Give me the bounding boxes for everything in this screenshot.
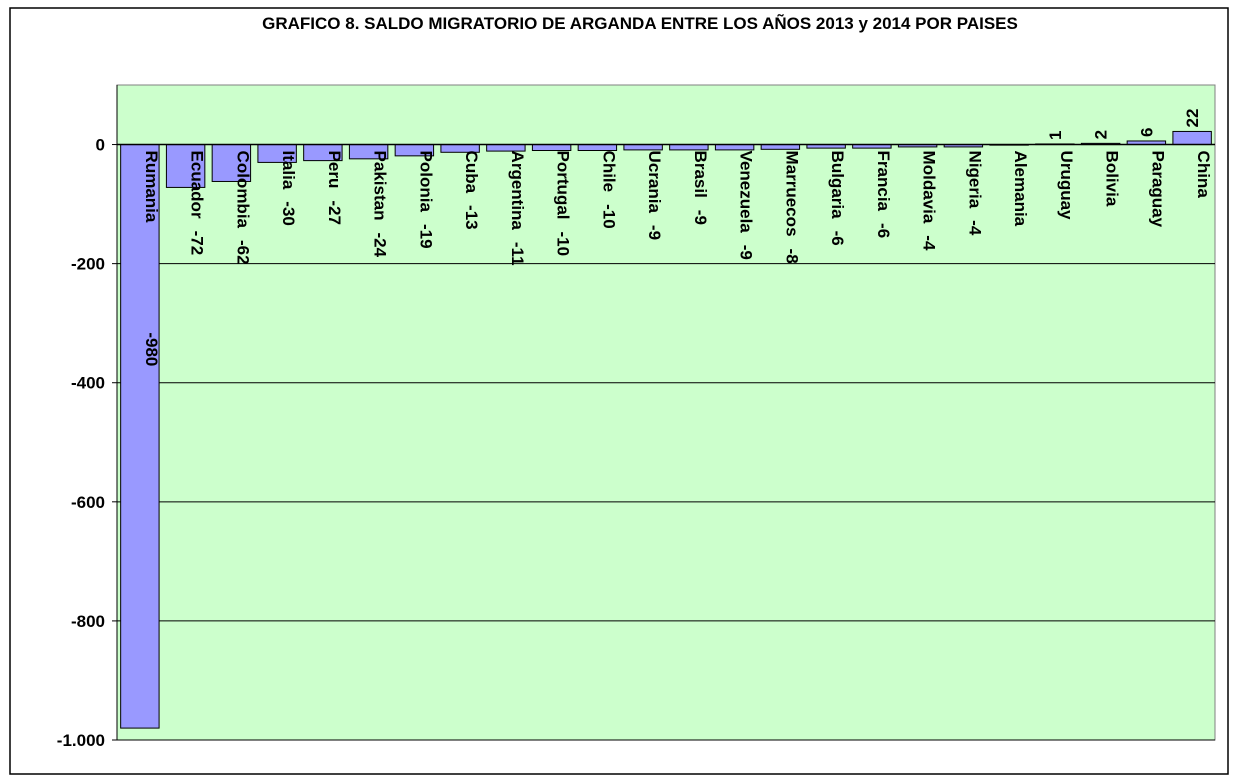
value-label: -6 [874,223,893,238]
category-label: Ucrania [645,151,664,214]
bar [1172,130,1212,146]
y-tick-label: -600 [71,493,105,512]
chart-title: GRAFICO 8. SALDO MIGRATORIO DE ARGANDA E… [262,14,1018,33]
bar [669,144,709,151]
value-label: 1 [1046,130,1065,139]
value-label: -19 [416,224,435,249]
category-label: Bolivia [1103,151,1122,207]
value-label: -11 [508,242,527,266]
y-tick-label: -400 [71,374,105,393]
value-label: -8 [782,249,801,264]
category-label: Nigeria [965,151,984,209]
category-label: Chile [599,151,618,193]
bar [714,144,755,151]
value-label: -980 [142,332,161,366]
y-tick-label: -200 [71,255,105,274]
bar [165,144,206,188]
category-label: Italia [279,151,298,190]
category-label: Colombia [233,151,252,229]
value-label: -9 [645,225,664,240]
category-label: China [1194,151,1213,199]
category-label: Francia [874,151,893,212]
y-tick-label: -800 [71,612,105,631]
category-label: Paraguay [1148,151,1167,228]
category-label: Uruguay [1057,151,1076,221]
category-label: Peru [325,151,344,189]
value-label: 2 [1092,130,1111,139]
category-label: Brasil [691,151,710,198]
category-label: Alemania [1011,151,1030,227]
y-tick-label: 0 [96,136,105,155]
value-label: -24 [371,232,390,257]
value-label: -27 [325,200,344,225]
value-label: -4 [920,235,939,251]
value-label: -13 [462,205,481,230]
plot-area [116,84,1216,741]
value-label: -9 [691,210,710,225]
category-label: Argentina [508,151,527,231]
category-label: Rumania [142,151,161,223]
value-label: -72 [188,231,207,256]
category-label: Marruecos [782,151,801,237]
category-label: Moldavia [920,151,939,224]
y-tick-label: -1.000 [57,731,105,750]
value-label: -10 [554,231,573,256]
value-label: -4 [965,220,984,236]
value-label: 22 [1183,109,1202,128]
bar [623,144,663,151]
bar [120,144,160,729]
value-label: -6 [828,231,847,246]
value-label: -62 [233,240,252,265]
value-label: -30 [279,201,298,226]
category-label: Portugal [554,151,573,220]
value-label: -10 [599,204,618,229]
category-label: Polonia [416,151,435,213]
category-label: Bulgaria [828,151,847,220]
value-label: 6 [1137,128,1156,137]
category-label: Ecuador [188,151,207,219]
category-label: Pakistan [371,151,390,221]
bar [211,144,252,182]
category-label: Cuba [462,151,481,194]
category-label: Venezuela [737,151,756,234]
value-label: -9 [737,245,756,260]
